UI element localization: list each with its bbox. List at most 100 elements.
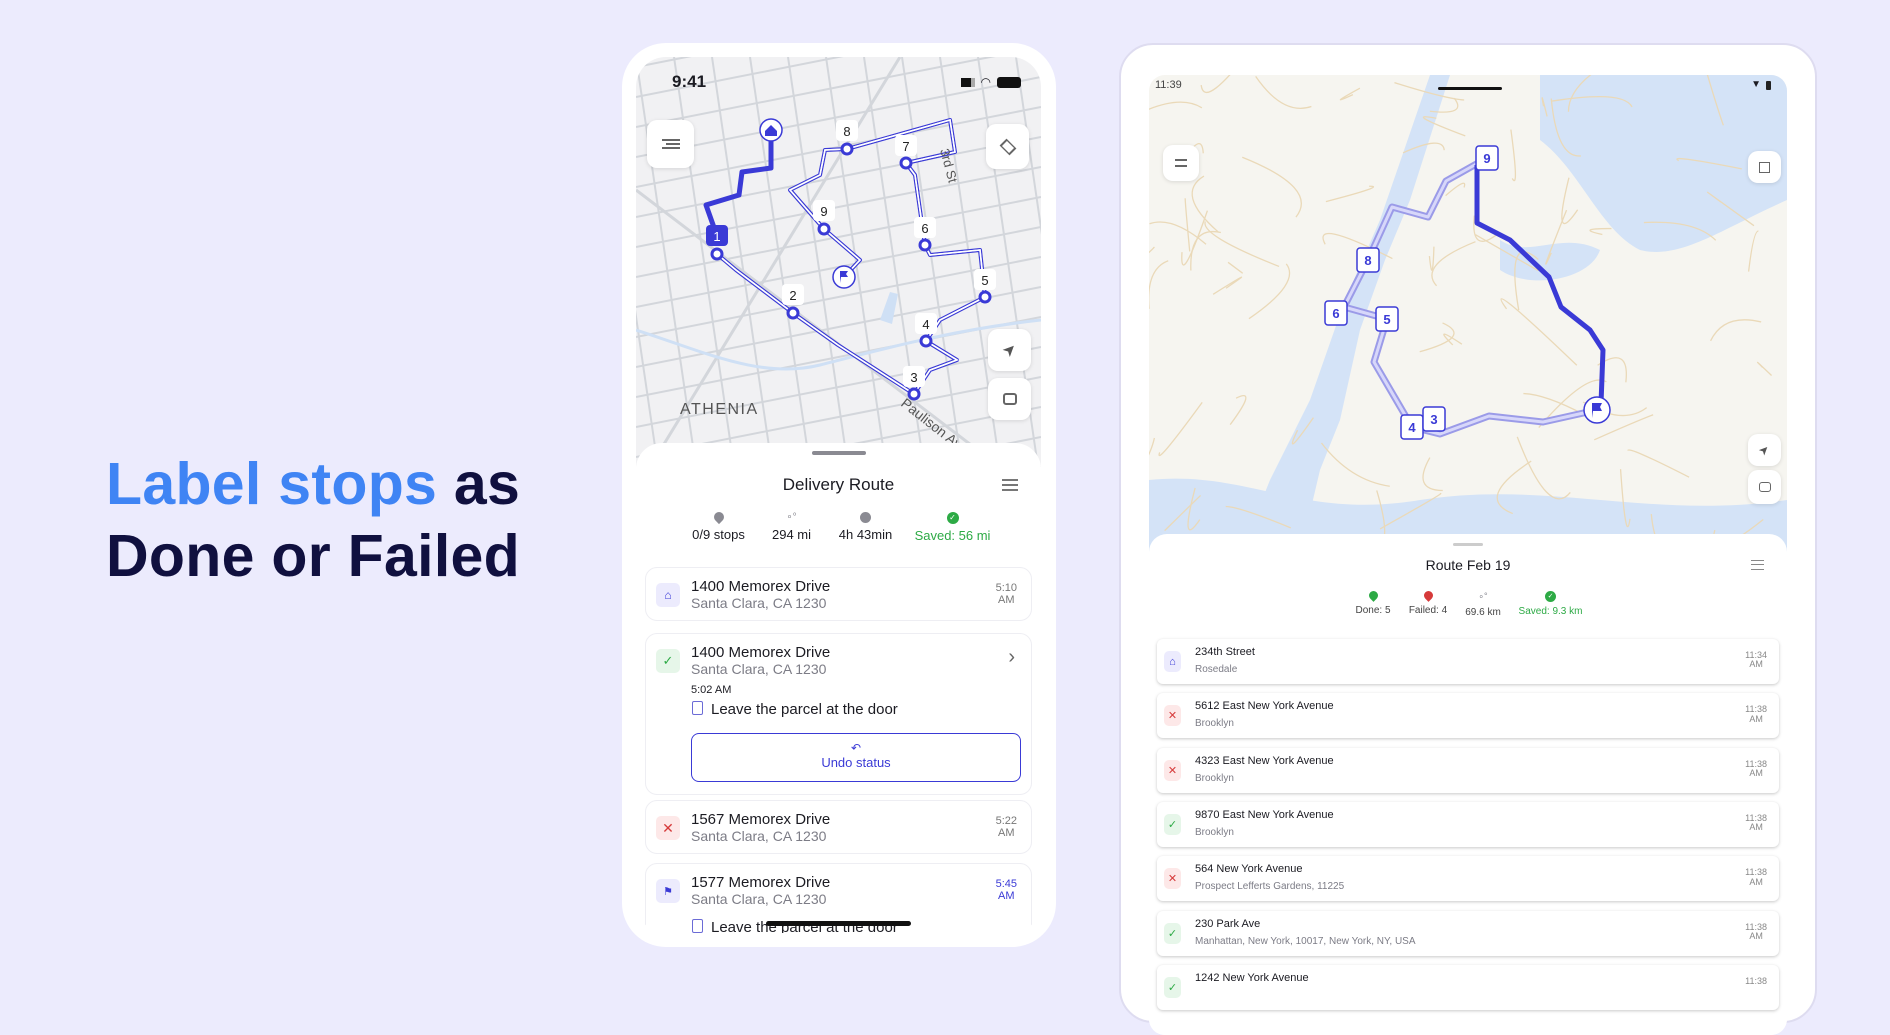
map-road xyxy=(1709,319,1762,342)
map-road xyxy=(1550,98,1581,157)
stop-time: 11:38 AM xyxy=(1745,812,1767,833)
flag-icon xyxy=(1592,403,1602,418)
stop-title: 5612 East New York Avenue xyxy=(1195,700,1334,713)
stop-label-box xyxy=(1375,306,1399,332)
stop-card[interactable]: ✕ 1567 Memorex Drive Santa Clara, CA 123… xyxy=(645,800,1032,854)
message-button[interactable] xyxy=(988,378,1031,420)
message-button[interactable] xyxy=(1748,470,1781,504)
bottom-sheet: Route Feb 19 Done: 5 Failed: 4 ∘° 69.6 km… xyxy=(1149,534,1787,1035)
map-road xyxy=(1431,241,1476,287)
message-icon xyxy=(1002,393,1017,405)
stop-card[interactable]: ✓ 1242 New York Avenue 11:38 xyxy=(1157,964,1779,1010)
stop-card[interactable]: ✕ 564 New York Avenue Prospect Lefferts … xyxy=(1157,856,1779,902)
map-road xyxy=(1445,182,1466,197)
stop-card[interactable]: ✕ 5612 East New York Avenue Brooklyn 11:… xyxy=(1157,693,1779,739)
chevron-right-icon[interactable]: › xyxy=(1008,646,1015,668)
filter-button[interactable] xyxy=(1002,479,1018,491)
map-road xyxy=(1379,493,1442,530)
stop-title: 1400 Memorex Drive xyxy=(691,644,831,661)
stop-card[interactable]: ✓ 230 Park Ave Manhattan, New York, 1001… xyxy=(1157,910,1779,956)
stop-subtitle: Prospect Lefferts Gardens, 11225 xyxy=(1195,881,1345,893)
filter-button[interactable] xyxy=(1751,560,1764,570)
route-stats: 0/9 stops ∘° 294 mi 4h 43min ✓ Saved: 56 m… xyxy=(636,509,1041,543)
headline: Label stops as Done or Failed xyxy=(106,448,520,592)
map-road xyxy=(1419,322,1455,353)
stop-title: 1400 Memorex Drive xyxy=(691,578,831,595)
navigate-icon: ➤ xyxy=(1755,441,1774,459)
menu-button[interactable] xyxy=(1163,145,1199,181)
map-road xyxy=(1149,246,1155,254)
map-road xyxy=(1325,185,1375,203)
map-road xyxy=(1428,246,1435,271)
map-road xyxy=(1516,436,1571,500)
map-road xyxy=(1747,230,1759,272)
stop-card[interactable]: ✕ 4323 East New York Avenue Brooklyn 11:… xyxy=(1157,747,1779,793)
map-street xyxy=(648,57,902,467)
camera-bar xyxy=(1438,87,1502,90)
navigate-icon: ➤ xyxy=(999,339,1021,362)
stop-title: 234th Street xyxy=(1195,646,1255,658)
home-indicator xyxy=(766,921,911,926)
message-icon xyxy=(1758,482,1771,492)
stop-subtitle: Rosedale xyxy=(1195,664,1238,675)
map-type-button[interactable] xyxy=(1748,151,1781,183)
map-street xyxy=(636,106,1041,188)
undo-status-button[interactable]: ↶ Undo status xyxy=(691,733,1021,782)
map-road xyxy=(1158,402,1203,457)
map-road xyxy=(1242,156,1302,218)
stop-dot xyxy=(710,247,724,261)
map-street xyxy=(636,57,996,128)
stop-label: 3 xyxy=(1430,412,1437,427)
map-label-area: ATHENIA xyxy=(680,401,759,418)
sheet-handle[interactable] xyxy=(811,451,866,455)
stop-card[interactable]: ⚑ 1577 Memorex Drive Santa Clara, CA 123… xyxy=(645,863,1032,933)
headline-highlight: Label stops xyxy=(106,451,438,517)
stop-label-box xyxy=(974,269,996,290)
filter-icon xyxy=(1751,564,1764,565)
map-road xyxy=(1164,495,1201,532)
stop-label-box xyxy=(915,313,937,334)
menu-button[interactable] xyxy=(647,120,694,168)
stop-title: 230 Park Ave xyxy=(1195,917,1261,930)
map-road xyxy=(1706,191,1755,227)
map-street xyxy=(636,309,659,467)
stop-label-box xyxy=(1422,406,1446,432)
map-street xyxy=(636,76,1041,158)
stop-label: 1 xyxy=(713,229,720,244)
map-road xyxy=(1523,392,1585,416)
stop-card[interactable]: ✓ 9870 East New York Avenue Brooklyn 11:… xyxy=(1157,801,1779,847)
note-icon xyxy=(692,919,703,933)
stop-card[interactable]: ⌂ 1400 Memorex Drive Santa Clara, CA 123… xyxy=(645,567,1032,621)
sheet-handle[interactable] xyxy=(1453,543,1483,546)
undo-icon: ↶ xyxy=(850,741,862,755)
map-road xyxy=(1475,234,1539,272)
menu-icon xyxy=(661,139,680,149)
done-badge: ✓ xyxy=(1164,813,1181,835)
map-road xyxy=(1500,298,1578,366)
battery-icon xyxy=(1766,81,1771,90)
navigate-button[interactable]: ➤ xyxy=(988,329,1031,371)
layers-button[interactable] xyxy=(986,124,1029,169)
stop-title: 1242 New York Avenue xyxy=(1195,971,1309,984)
stop-label: 4 xyxy=(922,317,929,332)
navigate-button[interactable]: ➤ xyxy=(1748,434,1781,466)
stop-label: 5 xyxy=(1383,312,1390,327)
stop-time: 11:34 AM xyxy=(1745,650,1767,670)
stop-label-box xyxy=(1475,145,1499,171)
map-street xyxy=(901,57,963,467)
stop-dot xyxy=(918,238,932,252)
stop-time: 5:10 AM xyxy=(995,582,1017,606)
stop-dot xyxy=(919,334,933,348)
map-street xyxy=(636,346,1041,428)
stop-label: 2 xyxy=(789,288,796,303)
map-road xyxy=(1643,221,1717,241)
map-road xyxy=(1545,209,1568,265)
tablet-map[interactable]: 9 8 6 5 43 xyxy=(1149,75,1787,555)
stop-card[interactable]: ⌂ 234th Street Rosedale 11:34 AM xyxy=(1157,639,1779,684)
stop-card-expanded[interactable]: ✓ 1400 Memorex Drive Santa Clara, CA 123… xyxy=(645,633,1032,795)
stop-label: 6 xyxy=(921,221,928,236)
